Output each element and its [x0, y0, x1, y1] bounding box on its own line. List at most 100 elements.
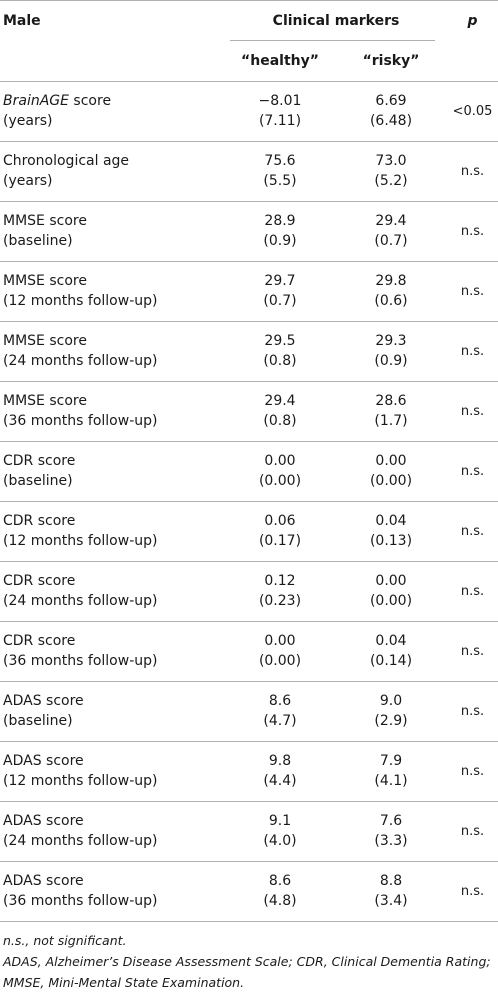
row-label: CDR score (24 months follow-up)	[0, 561, 225, 622]
healthy-mean: 8.6	[268, 873, 292, 889]
healthy-mean: 0.00	[264, 633, 296, 649]
risky-mean: 29.4	[375, 213, 407, 229]
p-value: n.s.	[447, 381, 498, 442]
healthy-mean: 29.7	[264, 273, 296, 289]
table-row: MMSE score (36 months follow-up) 29.4 (0.8)…	[0, 381, 498, 442]
healthy-cell: 75.6 (5.5)	[225, 141, 335, 202]
label-sub: (36 months follow-up)	[3, 893, 158, 909]
label-sub: (years)	[3, 113, 53, 129]
risky-cell: 7.9 (4.1)	[335, 741, 448, 802]
risky-sd: (0.13)	[369, 533, 413, 549]
label-main: ADAS score	[3, 813, 84, 829]
risky-sd: (1.7)	[374, 413, 408, 429]
row-label: CDR score (12 months follow-up)	[0, 501, 225, 562]
footnotes: n.s., not significant. ADAS, Alzheimer’s…	[0, 922, 498, 993]
risky-mean: 0.00	[375, 453, 407, 469]
risky-mean: 8.8	[379, 873, 403, 889]
healthy-sd: (4.8)	[263, 893, 297, 909]
table-row: CDR score (36 months follow-up) 0.00 (0.00)…	[0, 621, 498, 682]
p-value: n.s.	[447, 801, 498, 862]
p-value: n.s.	[447, 681, 498, 742]
label-rest: score	[68, 93, 112, 109]
healthy-sd: (7.11)	[258, 113, 302, 129]
label-sub: (baseline)	[3, 233, 73, 249]
risky-mean: 0.04	[375, 513, 407, 529]
risky-mean: 29.3	[375, 333, 407, 349]
table-body: BrainAGE score (years) −8.01 (7.11) 6.69 (6…	[0, 81, 498, 922]
label-sub: (baseline)	[3, 473, 73, 489]
label-sub: (12 months follow-up)	[3, 533, 158, 549]
healthy-sd: (0.8)	[263, 413, 297, 429]
healthy-mean: 29.5	[264, 333, 296, 349]
label-sub: (36 months follow-up)	[3, 653, 158, 669]
label-sub: (12 months follow-up)	[3, 773, 158, 789]
healthy-mean: 29.4	[264, 393, 296, 409]
row-label: MMSE score (36 months follow-up)	[0, 381, 225, 442]
healthy-cell: 28.9 (0.9)	[225, 201, 335, 262]
results-table: Male Clinical markers p “healthy” “risky…	[0, 0, 498, 922]
risky-cell: 29.8 (0.6)	[335, 261, 448, 322]
risky-cell: 0.04 (0.13)	[335, 501, 448, 562]
row-label: ADAS score (12 months follow-up)	[0, 741, 225, 802]
healthy-sd: (4.4)	[263, 773, 297, 789]
healthy-sd: (0.7)	[263, 293, 297, 309]
risky-cell: 8.8 (3.4)	[335, 861, 448, 922]
p-value: n.s.	[447, 201, 498, 262]
row-label: CDR score (36 months follow-up)	[0, 621, 225, 682]
table-row: ADAS score (12 months follow-up) 9.8 (4.4) 7…	[0, 741, 498, 802]
label-main: CDR score	[3, 633, 76, 649]
risky-cell: 7.6 (3.3)	[335, 801, 448, 862]
healthy-cell: 0.00 (0.00)	[225, 441, 335, 502]
healthy-mean: 75.6	[264, 153, 296, 169]
table-row: ADAS score (24 months follow-up) 9.1 (4.0) 7…	[0, 801, 498, 862]
label-main: MMSE score	[3, 213, 87, 229]
risky-mean: 28.6	[375, 393, 407, 409]
healthy-cell: 8.6 (4.7)	[225, 681, 335, 742]
row-label: BrainAGE score (years)	[0, 81, 225, 142]
header-clinical-markers: Clinical markers	[225, 0, 448, 41]
row-label: ADAS score (baseline)	[0, 681, 225, 742]
table-row: ADAS score (baseline) 8.6 (4.7) 9.0 (2.9) n.s.	[0, 681, 498, 742]
p-value: n.s.	[447, 261, 498, 322]
risky-cell: 0.00 (0.00)	[335, 441, 448, 502]
risky-sd: (0.6)	[374, 293, 408, 309]
header-empty-p	[447, 41, 498, 82]
footnote-abbrev-1: ADAS, Alzheimer’s Disease Assessment Sca…	[3, 954, 491, 969]
row-label: CDR score (baseline)	[0, 441, 225, 502]
healthy-sd: (0.9)	[263, 233, 297, 249]
healthy-sd: (5.5)	[263, 173, 297, 189]
healthy-sd: (4.0)	[263, 833, 297, 849]
label-main: MMSE score	[3, 393, 87, 409]
risky-sd: (0.14)	[369, 653, 413, 669]
risky-mean: 29.8	[375, 273, 407, 289]
label-main: ADAS score	[3, 753, 84, 769]
risky-mean: 0.04	[375, 633, 407, 649]
label-sub: (years)	[3, 173, 53, 189]
header-healthy: “healthy”	[225, 41, 335, 82]
table-row: Chronological age (years) 75.6 (5.5) 73.0 (5.…	[0, 141, 498, 202]
table-row: MMSE score (24 months follow-up) 29.5 (0.8)…	[0, 321, 498, 382]
risky-cell: 6.69 (6.48)	[335, 81, 448, 142]
table-row: CDR score (12 months follow-up) 0.06 (0.17)…	[0, 501, 498, 562]
risky-sd: (6.48)	[369, 113, 413, 129]
healthy-cell: 0.00 (0.00)	[225, 621, 335, 682]
healthy-cell: 9.8 (4.4)	[225, 741, 335, 802]
label-sub: (24 months follow-up)	[3, 833, 158, 849]
header-empty	[0, 41, 225, 82]
risky-sd: (3.4)	[374, 893, 408, 909]
risky-sd: (5.2)	[374, 173, 408, 189]
healthy-cell: 9.1 (4.0)	[225, 801, 335, 862]
row-label: ADAS score (24 months follow-up)	[0, 801, 225, 862]
healthy-cell: 0.12 (0.23)	[225, 561, 335, 622]
risky-cell: 29.3 (0.9)	[335, 321, 448, 382]
table-row: ADAS score (36 months follow-up) 8.6 (4.8) 8…	[0, 861, 498, 922]
risky-sd: (0.7)	[374, 233, 408, 249]
healthy-mean: 9.8	[268, 753, 292, 769]
healthy-sd: (0.17)	[258, 533, 302, 549]
row-label: MMSE score (12 months follow-up)	[0, 261, 225, 322]
header-clinical-markers-label: Clinical markers	[272, 13, 400, 29]
p-value: n.s.	[447, 321, 498, 382]
label-italic: BrainAGE	[3, 93, 69, 109]
table-row: CDR score (baseline) 0.00 (0.00) 0.00 (0.00) n…	[0, 441, 498, 502]
